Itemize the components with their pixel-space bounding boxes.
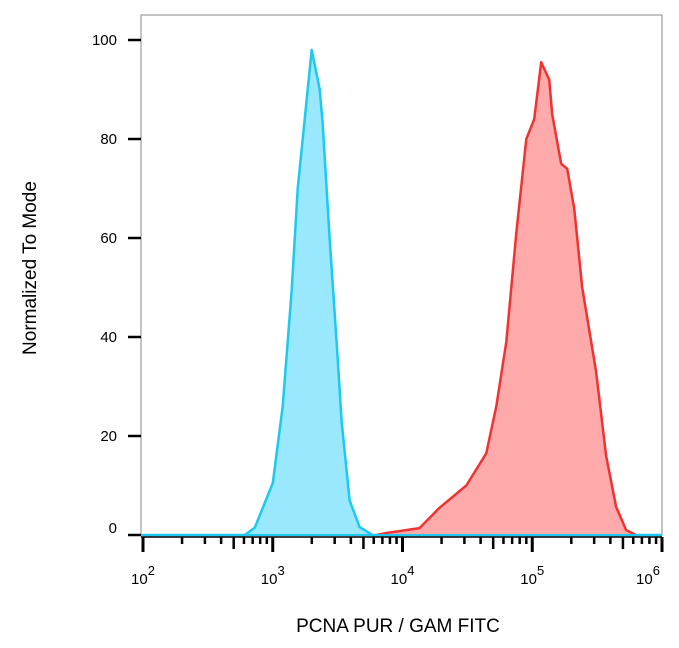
x-tick-label: 106 bbox=[636, 563, 660, 588]
x-tick-label: 102 bbox=[131, 563, 155, 588]
x-axis-title: PCNA PUR / GAM FITC bbox=[296, 616, 500, 637]
y-axis-title: Normalized To Mode bbox=[20, 181, 41, 355]
x-tick-label: 104 bbox=[391, 563, 415, 588]
y-tick-label: 100 bbox=[92, 32, 117, 49]
y-tick-label: 60 bbox=[100, 230, 117, 247]
series-PCNA-fill bbox=[376, 62, 636, 536]
series-PCNA-line bbox=[376, 61, 637, 537]
y-tick-label: 20 bbox=[100, 428, 117, 445]
y-tick-label: 0 bbox=[109, 520, 117, 537]
y-tick-label: 80 bbox=[100, 131, 117, 148]
y-tick-label: 40 bbox=[100, 329, 117, 346]
x-tick-label: 105 bbox=[520, 563, 544, 588]
x-tick-label: 103 bbox=[261, 563, 285, 588]
series-control-line bbox=[143, 48, 662, 537]
